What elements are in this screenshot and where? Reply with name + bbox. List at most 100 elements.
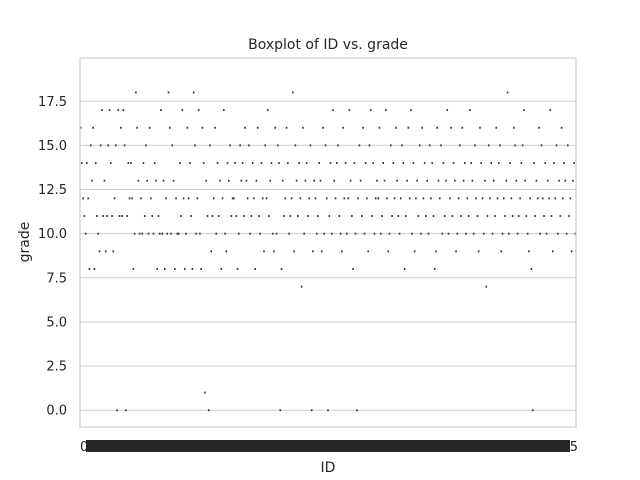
box-mark: [278, 162, 280, 165]
box-mark: [462, 179, 465, 182]
box-mark: [204, 391, 206, 394]
box-mark: [508, 232, 510, 235]
box-mark: [413, 250, 416, 253]
box-mark: [190, 215, 192, 218]
box-mark: [131, 197, 133, 200]
box-mark: [503, 197, 505, 200]
box-mark: [531, 409, 534, 412]
box-mark: [141, 232, 143, 235]
box-mark: [477, 250, 480, 253]
box-mark: [121, 215, 123, 218]
box-mark: [382, 162, 385, 165]
box-mark: [501, 232, 504, 235]
box-mark: [116, 409, 118, 412]
box-mark: [151, 215, 153, 218]
box-mark: [526, 232, 529, 235]
box-mark: [511, 215, 514, 218]
box-mark: [179, 162, 181, 165]
box-mark: [335, 162, 338, 165]
box-mark: [254, 267, 256, 270]
box-mark: [143, 215, 146, 218]
box-mark: [192, 91, 195, 94]
box-mark: [258, 215, 260, 218]
box-mark: [451, 215, 454, 218]
box-mark: [195, 232, 197, 235]
box-mark: [170, 232, 172, 235]
box-mark: [87, 197, 89, 200]
box-mark: [539, 232, 542, 235]
box-mark: [132, 267, 135, 270]
box-mark: [108, 109, 111, 112]
box-mark: [83, 215, 86, 218]
box-mark: [443, 215, 446, 218]
box-mark: [386, 197, 388, 200]
box-mark: [572, 179, 574, 182]
box-mark: [411, 232, 413, 235]
box-mark: [215, 232, 218, 235]
box-mark: [573, 162, 575, 165]
box-mark: [401, 144, 403, 147]
box-mark: [506, 91, 509, 94]
box-mark: [112, 250, 115, 253]
box-mark: [270, 162, 273, 165]
box-mark: [275, 232, 278, 235]
box-mark: [358, 144, 361, 147]
box-mark: [364, 162, 367, 165]
box-mark: [497, 162, 500, 165]
box-mark: [469, 109, 471, 112]
box-mark: [378, 126, 381, 129]
box-mark: [153, 162, 156, 165]
box-mark: [410, 109, 412, 112]
box-mark: [225, 250, 228, 253]
box-mark: [520, 162, 523, 165]
box-mark: [563, 162, 565, 165]
box-mark: [421, 126, 423, 129]
box-mark: [250, 215, 253, 218]
box-mark: [562, 197, 564, 200]
y-tick-label: 5.0: [46, 315, 67, 330]
y-tick-label: 0.0: [46, 404, 67, 419]
box-mark: [127, 162, 130, 165]
box-mark: [315, 232, 318, 235]
box-mark: [431, 162, 434, 165]
box-mark: [454, 179, 456, 182]
box-mark: [323, 232, 326, 235]
box-mark: [206, 215, 209, 218]
box-mark: [363, 232, 366, 235]
box-mark: [349, 179, 352, 182]
box-mark: [529, 197, 531, 200]
box-mark: [172, 179, 175, 182]
box-mark: [292, 91, 294, 94]
box-mark: [514, 144, 516, 147]
box-mark: [553, 162, 555, 165]
box-marks: [79, 91, 577, 412]
box-mark: [251, 162, 254, 165]
box-mark: [351, 215, 353, 218]
box-mark: [412, 162, 415, 165]
box-mark: [305, 162, 308, 165]
box-mark: [322, 126, 324, 129]
box-mark: [217, 215, 220, 218]
box-mark: [467, 215, 470, 218]
box-mark: [490, 162, 493, 165]
box-mark: [457, 197, 460, 200]
box-mark: [395, 126, 397, 129]
box-mark: [161, 232, 164, 235]
box-mark: [533, 162, 535, 165]
box-mark: [389, 144, 392, 147]
box-mark: [415, 197, 417, 200]
box-mark: [357, 197, 359, 200]
box-mark: [244, 126, 246, 129]
box-mark: [361, 215, 363, 218]
box-mark: [233, 197, 235, 200]
box-mark: [545, 232, 548, 235]
box-mark: [452, 162, 455, 165]
box-mark: [327, 409, 329, 412]
box-mark: [171, 144, 174, 147]
box-mark: [176, 232, 179, 235]
box-mark: [407, 126, 410, 129]
box-mark: [248, 144, 250, 147]
box-mark: [333, 179, 336, 182]
box-mark: [379, 232, 382, 235]
